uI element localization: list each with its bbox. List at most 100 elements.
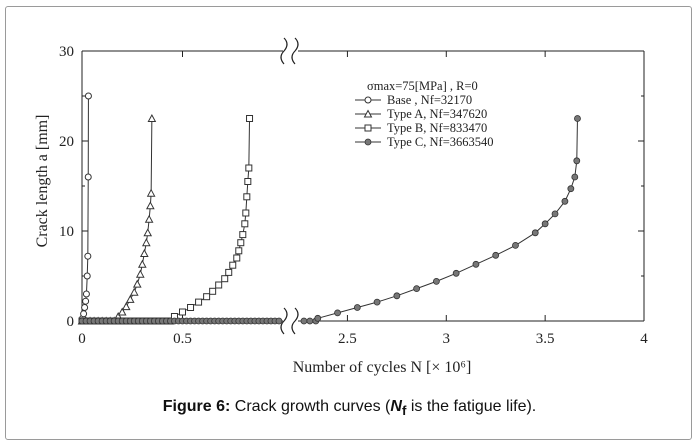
x-tick-label: 3.5: [536, 331, 555, 347]
series-type-c-baseline-point: [300, 317, 308, 325]
legend-marker: [363, 109, 373, 118]
series-type-b-point: [239, 231, 247, 239]
x-tick-label: 0.5: [173, 331, 192, 347]
series-type-b-point: [225, 268, 233, 276]
x-tick-label: 3: [443, 331, 451, 347]
legend-marker: [364, 138, 372, 146]
series-type-c-point: [373, 298, 381, 306]
series-type-a-point: [121, 302, 131, 311]
legend-entry: Base , Nf=32170: [355, 93, 472, 107]
axis-break-top: [280, 37, 299, 65]
series-type-b-line: [174, 118, 251, 317]
series-type-c-point: [571, 173, 579, 181]
series-type-c-baseline-point: [275, 317, 283, 325]
series-type-a-point: [125, 294, 135, 303]
legend-entry: Type A, Nf=347620: [355, 107, 487, 121]
series-type-b-point: [243, 193, 251, 201]
series-type-c-point: [393, 292, 401, 300]
series-type-b-point: [235, 247, 243, 255]
series-base-point: [82, 297, 90, 305]
x-tick-label: 0: [78, 331, 86, 347]
series-type-c-point: [413, 285, 421, 293]
series-type-b-point: [237, 239, 245, 247]
series-base-point: [84, 252, 92, 260]
series-base-point: [84, 173, 92, 181]
series-base-point: [82, 290, 90, 298]
series-type-b-point: [245, 164, 253, 172]
legend-label: Type A, Nf=347620: [387, 107, 487, 121]
series-type-c-point: [314, 314, 322, 322]
series-type-b-point: [244, 178, 252, 185]
series-type-c-point: [573, 157, 581, 165]
series-type-a-point: [144, 214, 154, 223]
series-type-a-point: [141, 238, 151, 247]
y-tick-label: 20: [59, 134, 74, 150]
series-type-b: [78, 115, 254, 325]
series-base-line: [82, 95, 89, 319]
series-type-c-point: [512, 241, 519, 249]
series-type-b-point: [242, 209, 250, 217]
series-base-point: [84, 92, 92, 100]
series-type-a: [77, 113, 157, 325]
series-type-b-point: [233, 254, 241, 262]
y-axis-label: Crack length a [mm]: [34, 115, 51, 248]
x-tick-label: 4: [640, 331, 648, 347]
series-layer: [77, 92, 581, 325]
series-type-b-point: [179, 308, 186, 316]
series-type-b-point: [221, 275, 229, 283]
series-type-b-point: [246, 115, 254, 122]
series-type-a-point: [129, 287, 139, 296]
series-type-c-point: [541, 220, 549, 228]
series-type-b-point: [187, 304, 195, 311]
legend-entry: Type C, Nf=3663540: [355, 135, 494, 149]
series-type-a-point: [147, 113, 157, 122]
series-type-b-point: [215, 281, 223, 289]
crack-growth-chart: 0 10 20 30 0 0.5 2.5 3 3.5 4 σmax=75[MPa] , R=0Ba…: [34, 37, 648, 376]
legend-marker: [364, 124, 372, 132]
figure-frame: [5, 6, 692, 440]
figure-caption: Figure 6: Crack growth curves (Nf is the…: [0, 398, 699, 418]
series-type-a-point: [139, 248, 149, 257]
x-tick-label: 2.5: [338, 331, 357, 347]
series-type-a-point: [146, 201, 155, 210]
series-type-c-point: [574, 115, 581, 122]
legend-marker: [364, 96, 372, 104]
y-tick-label: 10: [59, 224, 74, 240]
series-type-c-point: [472, 260, 480, 268]
series-type-c-baseline-point: [306, 317, 314, 325]
series-type-b-point: [195, 298, 203, 306]
series-type-c-point: [432, 277, 440, 285]
series-type-c-point: [567, 185, 575, 193]
caption-prefix: Figure 6:: [162, 398, 231, 415]
series-type-b-point: [203, 293, 211, 301]
y-tick-label: 0: [67, 314, 75, 330]
series-type-a-point: [146, 188, 156, 197]
legend-label: Base , Nf=32170: [387, 93, 472, 107]
series-type-c-point: [561, 197, 569, 205]
series-base: [78, 92, 92, 325]
x-axis-label: Number of cycles N [× 10⁶]: [293, 359, 472, 376]
series-base-point: [80, 310, 88, 318]
legend-label: Type B, Nf=833470: [387, 121, 487, 135]
series-type-b-point: [209, 287, 217, 295]
caption-text-before: Crack growth curves (: [230, 398, 391, 415]
caption-subscript: f: [401, 403, 407, 419]
axis-break-bottom: [280, 307, 299, 335]
series-type-b-point: [241, 220, 249, 228]
series-type-a-point: [132, 279, 142, 288]
caption-symbol: N: [390, 398, 402, 415]
series-type-b-point: [229, 261, 237, 269]
legend-condition: σmax=75[MPa] , R=0: [367, 79, 478, 93]
series-type-c-point: [551, 210, 559, 218]
caption-text-after: is the fatigue life).: [406, 398, 537, 415]
series-base-point: [81, 304, 89, 311]
series-type-c-point: [492, 251, 500, 259]
legend-label: Type C, Nf=3663540: [387, 135, 494, 149]
series-type-a-point: [117, 307, 127, 316]
series-type-c-point: [531, 229, 539, 237]
series-type-c-point: [334, 309, 341, 317]
series-type-c: [78, 115, 581, 325]
series-base-point: [83, 272, 91, 280]
series-type-a-point: [137, 259, 147, 268]
